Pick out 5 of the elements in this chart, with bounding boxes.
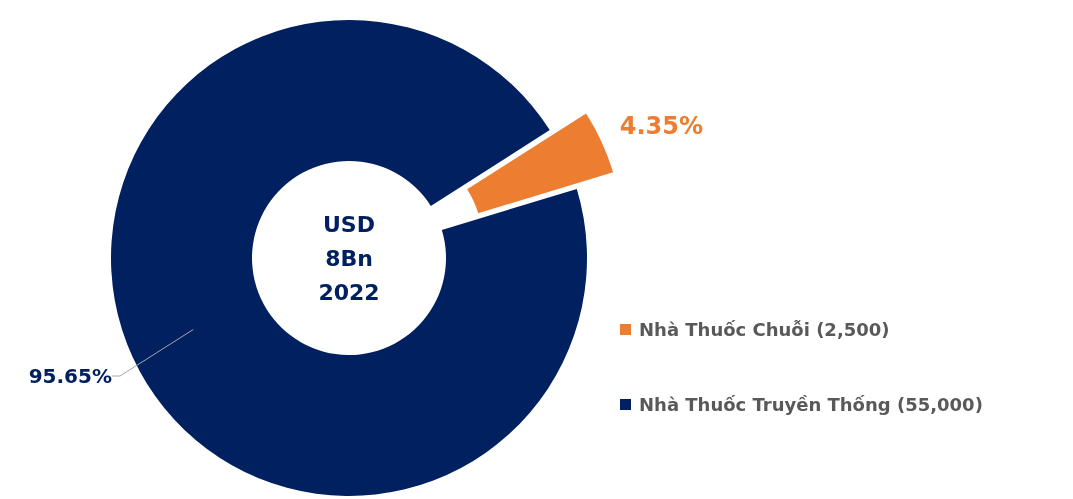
legend-label: Nhà Thuốc Chuỗi (2,500) [639,319,890,340]
legend-label: Nhà Thuốc Truyền Thống (55,000) [639,394,983,415]
data-label: 4.35% [619,111,704,140]
data-label: 95.65% [28,364,112,388]
text: USD 8Bn 2022 [318,212,380,305]
